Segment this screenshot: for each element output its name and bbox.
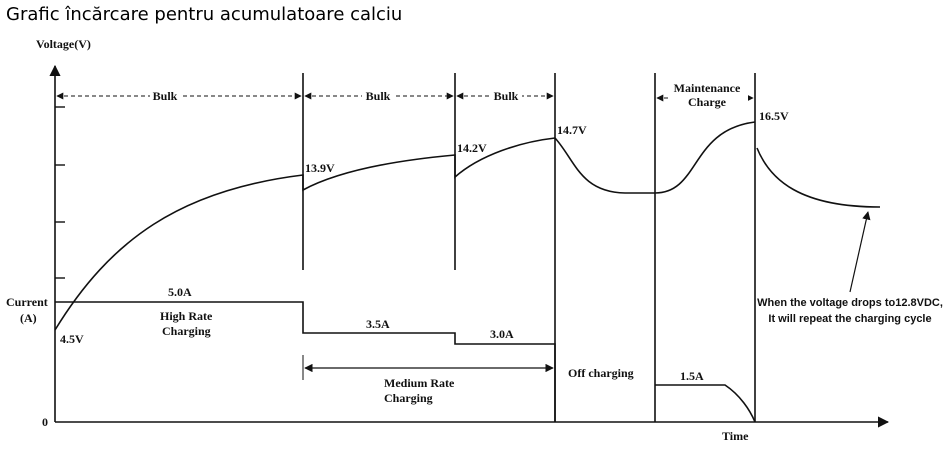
origin-label: 0 (42, 415, 48, 429)
phase-dividers (302, 73, 756, 422)
title: Grafic încărcare pentru acumulatoare cal… (6, 4, 403, 25)
region-label: Charging (162, 324, 211, 338)
voltage-label: 16.5V (759, 109, 789, 123)
note: When the voltage drops to12.8VDC, (757, 297, 943, 309)
phase-label: Bulk (494, 89, 519, 103)
current-value: 3.0A (490, 327, 514, 341)
note-arrow (849, 211, 871, 293)
region-label: High Rate (160, 309, 213, 323)
note: It will repeat the charging cycle (768, 313, 931, 325)
region-label: Charging (384, 391, 433, 405)
phase-label: Charge (688, 95, 727, 109)
voltage-label: 13.9V (305, 161, 335, 175)
voltage-label: 14.7V (557, 123, 587, 137)
current-label: Current (6, 295, 48, 309)
current-value: 3.5A (366, 317, 390, 331)
current-value: 5.0A (168, 285, 192, 299)
x-axis-label: Time (722, 429, 749, 443)
voltage-label: 14.2V (457, 141, 487, 155)
region-label: Medium Rate (384, 376, 455, 390)
y-ticks (55, 106, 65, 279)
y-axis-label: Voltage(V) (36, 37, 91, 51)
current-curve (55, 301, 756, 423)
current-value: 1.5A (680, 369, 704, 383)
current-label: (A) (20, 311, 37, 325)
voltage-curve (54, 121, 881, 331)
phase-label: Maintenance (674, 81, 741, 95)
voltage-label: 4.5V (60, 332, 84, 346)
region-label: Off charging (568, 366, 634, 380)
phase-label: Bulk (366, 89, 391, 103)
phase-label: Bulk (153, 89, 178, 103)
